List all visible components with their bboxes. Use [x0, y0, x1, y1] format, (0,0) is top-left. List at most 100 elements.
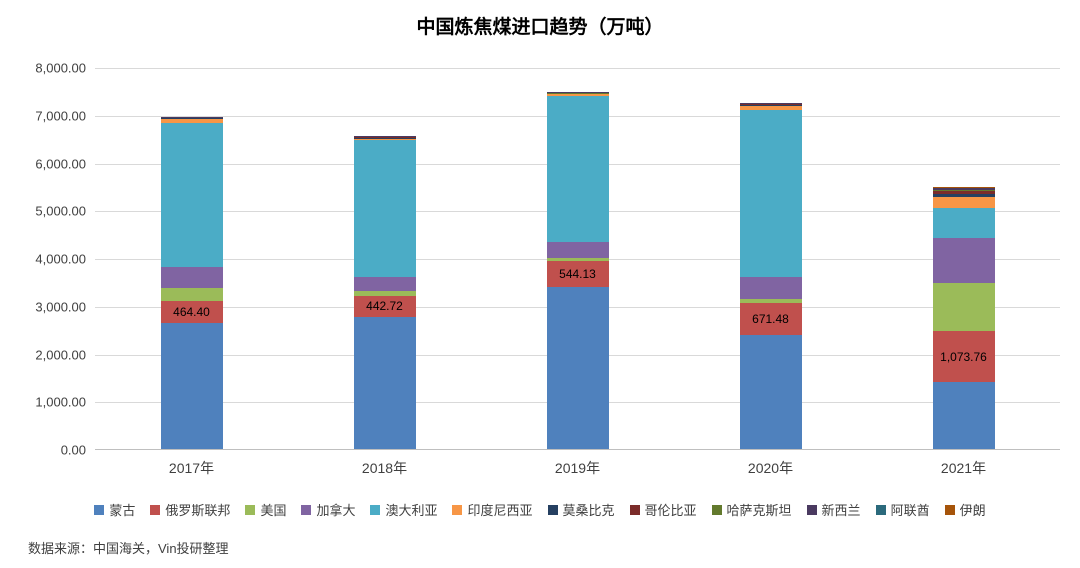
bar-segment-印度尼西亚 [546, 94, 609, 96]
bar-segment-俄罗斯联邦 [160, 300, 223, 323]
bar-segment-新西兰 [546, 92, 609, 94]
bar-segment-澳大利亚 [739, 109, 802, 277]
bar-segment-印度尼西亚 [932, 197, 995, 209]
legend-swatch-icon [370, 504, 381, 515]
bar-segment-美国 [932, 283, 995, 331]
bar-segment-哥伦比亚 [160, 117, 223, 119]
legend-label: 哈萨克斯坦 [726, 503, 792, 518]
bar-segment-俄罗斯联邦 [546, 261, 609, 288]
bar-segment-蒙古 [546, 287, 609, 449]
legend-swatch-icon [711, 504, 722, 515]
legend-label: 哥伦比亚 [644, 503, 697, 518]
y-axis-tick-label: 4,000.00 [35, 251, 86, 267]
legend-item-印度尼西亚: 印度尼西亚 [452, 500, 533, 519]
y-axis-tick-label: 8,000.00 [35, 60, 86, 76]
plot-area: 464.40 442.72 544.13 671.48 1,073.76 [95, 68, 1060, 450]
bar-segment-澳大利亚 [546, 95, 609, 243]
bar-segment-澳大利亚 [160, 122, 223, 268]
bar-segment-俄罗斯联邦 [932, 330, 995, 383]
bar-segment-美国 [160, 288, 223, 301]
legend-item-澳大利亚: 澳大利亚 [370, 500, 437, 519]
bar-segment-印度尼西亚 [739, 105, 802, 110]
y-axis-tick-label: 0.00 [60, 442, 86, 458]
bar-segment-新西兰 [353, 135, 416, 137]
legend-swatch-icon [629, 504, 640, 515]
legend-item-伊朗: 伊朗 [944, 500, 986, 519]
gridline [95, 68, 1060, 69]
source-note: 数据来源：中国海关，Vin投研整理 [28, 541, 229, 556]
bar-segment-美国 [739, 299, 802, 303]
bar-segment-加拿大 [739, 276, 802, 299]
x-axis-tick-label: 2020年 [747, 460, 794, 476]
legend-item-哥伦比亚: 哥伦比亚 [629, 500, 697, 519]
legend-label: 美国 [260, 503, 287, 518]
legend-item-莫桑比克: 莫桑比克 [547, 500, 615, 519]
bar-segment-俄罗斯联邦 [353, 295, 416, 317]
bar-segment-加拿大 [353, 276, 416, 292]
data-label: 442.72 [366, 299, 403, 314]
legend-label: 澳大利亚 [385, 503, 438, 518]
bar-segment-加拿大 [546, 242, 609, 258]
legend-swatch-icon [150, 504, 161, 515]
bar-segment-莫桑比克 [160, 118, 223, 120]
data-label: 544.13 [559, 267, 596, 282]
legend-item-哈萨克斯坦: 哈萨克斯坦 [711, 500, 792, 519]
legend-item-蒙古: 蒙古 [94, 500, 135, 519]
bar-segment-哥伦比亚 [932, 190, 995, 194]
legend-swatch-icon [547, 504, 558, 515]
legend-label: 印度尼西亚 [467, 503, 533, 518]
legend-swatch-icon [245, 504, 256, 515]
bar-segment-哥伦比亚 [739, 104, 802, 106]
legend-swatch-icon [806, 504, 817, 515]
legend-swatch-icon [452, 504, 463, 515]
bar-segment-加拿大 [160, 267, 223, 289]
x-axis: 2017年 2018年 2019年 2020年 2021年 [95, 458, 1060, 478]
x-axis-tick-label: 2019年 [554, 460, 601, 476]
bar-segment-澳大利亚 [353, 139, 416, 277]
legend-item-新西兰: 新西兰 [806, 500, 861, 519]
legend-label: 加拿大 [316, 503, 356, 518]
bar-segment-新西兰 [739, 102, 802, 104]
bar-segment-美国 [546, 257, 609, 262]
data-label: 1,073.76 [940, 349, 987, 364]
legend-item-加拿大: 加拿大 [301, 500, 355, 519]
x-axis-tick-label: 2017年 [168, 460, 215, 476]
bar-segment-哈萨克斯坦 [932, 189, 995, 191]
legend-item-俄罗斯联邦: 俄罗斯联邦 [150, 500, 230, 519]
y-axis-tick-label: 6,000.00 [35, 156, 86, 171]
bar-segment-蒙古 [932, 382, 995, 449]
legend-swatch-icon [875, 504, 886, 515]
legend-label: 伊朗 [959, 503, 986, 518]
bar-segment-伊朗 [932, 186, 995, 188]
bar-segment-莫桑比克 [739, 104, 802, 106]
bar-segment-美国 [353, 291, 416, 296]
data-label: 671.48 [752, 311, 789, 326]
bar-segment-新西兰 [932, 188, 995, 190]
y-axis-tick-label: 5,000.00 [35, 203, 86, 219]
legend-swatch-icon [301, 504, 312, 515]
legend: 蒙古 俄罗斯联邦 美国 加拿大 澳大利亚 印度尼西亚 莫桑比克 哥伦比亚 哈萨克斯坦 新西兰 阿联酋… [0, 500, 1080, 519]
bar-segment-俄罗斯联邦 [739, 302, 802, 335]
data-label: 464.40 [173, 304, 210, 319]
bar-segment-莫桑比克 [932, 193, 995, 198]
bar-segment-蒙古 [739, 334, 802, 449]
bar-segment-莫桑比克 [353, 137, 416, 139]
bar-segment-澳大利亚 [932, 208, 995, 238]
legend-swatch-icon [944, 504, 955, 515]
legend-label: 新西兰 [821, 503, 861, 518]
legend-label: 蒙古 [109, 503, 136, 518]
legend-item-阿联酋: 阿联酋 [875, 500, 930, 519]
x-axis-tick-label: 2018年 [361, 460, 408, 476]
y-axis-tick-label: 2,000.00 [35, 347, 86, 362]
legend-swatch-icon [94, 504, 105, 515]
bar-segment-蒙古 [353, 316, 416, 449]
bar-segment-加拿大 [932, 237, 995, 284]
x-axis-tick-label: 2021年 [940, 460, 987, 476]
bar-segment-印度尼西亚 [160, 119, 223, 123]
y-axis-tick-label: 1,000.00 [35, 394, 86, 410]
y-axis: 0.00 1,000.00 2,000.00 3,000.00 4,000.00 5,00… [0, 61, 86, 458]
legend-item-美国: 美国 [245, 500, 286, 519]
bar-segment-蒙古 [160, 322, 223, 449]
bar-segment-新西兰 [160, 116, 223, 118]
